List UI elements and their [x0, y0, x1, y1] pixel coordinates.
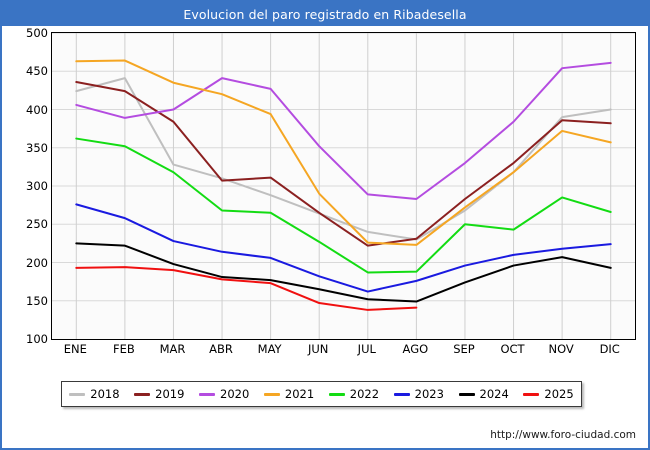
legend-swatch-icon	[263, 392, 280, 396]
x-tick-may: MAY	[257, 342, 282, 356]
legend-swatch-icon	[393, 392, 410, 396]
legend-label: 2022	[349, 387, 380, 401]
legend-item-2022[interactable]: 2022	[328, 387, 380, 401]
x-tick-nov: NOV	[548, 342, 574, 356]
legend-item-2025[interactable]: 2025	[523, 387, 574, 401]
x-tick-abr: ABR	[209, 342, 233, 356]
plot-canvas	[51, 32, 636, 340]
series-line-2021	[75, 59, 612, 246]
series-line-2022	[75, 137, 612, 274]
series-line-2023	[75, 203, 612, 293]
legend-label: 2020	[220, 387, 250, 401]
y-tick-200: 200	[26, 255, 48, 270]
legend-swatch-icon	[523, 392, 540, 396]
x-tick-dic: DIC	[599, 342, 620, 356]
chart-area: 100 150 200 250 300 350 400 450 500 ENE FEB MAR ABR…	[2, 26, 648, 366]
legend-swatch-icon	[458, 392, 475, 396]
series-line-2018	[75, 77, 612, 241]
x-tick-feb: FEB	[112, 342, 135, 356]
legend-swatch-icon	[328, 392, 345, 396]
series-line-2019	[75, 80, 612, 247]
legend-item-2019[interactable]: 2019	[134, 387, 184, 401]
legend-item-2018[interactable]: 2018	[69, 387, 120, 401]
legend-item-2021[interactable]: 2021	[263, 387, 315, 401]
x-tick-ene: ENE	[63, 342, 87, 356]
y-tick-400: 400	[26, 102, 48, 117]
source-url: http://www.foro-ciudad.com	[490, 429, 636, 441]
legend-item-2024[interactable]: 2024	[458, 387, 509, 401]
y-tick-350: 350	[26, 140, 48, 155]
y-tick-500: 500	[26, 26, 48, 40]
x-tick-ago: AGO	[402, 342, 429, 356]
series-line-2020	[75, 61, 612, 200]
legend-swatch-icon	[199, 392, 216, 396]
x-axis-tick-labels: ENE FEB MAR ABR MAY JUN JUL AGO SEP OCT NOV DIC	[51, 342, 634, 360]
y-tick-300: 300	[26, 179, 48, 193]
y-tick-450: 450	[26, 64, 48, 79]
legend-label: 2025	[544, 387, 574, 401]
page-title: Evolucion del paro registrado en Ribades…	[183, 6, 467, 22]
y-tick-100: 100	[26, 332, 48, 346]
legend-swatch-icon	[69, 392, 86, 396]
legend-label: 2018	[90, 387, 120, 401]
y-axis-tick-labels: 100 150 200 250 300 350 400 450 500	[2, 26, 48, 346]
x-tick-jul: JUL	[357, 342, 376, 356]
window-title-bar: Evolucion del paro registrado en Ribades…	[2, 2, 648, 26]
x-tick-oct: OCT	[500, 342, 525, 356]
legend-label: 2023	[414, 387, 444, 401]
series-line-2024	[75, 242, 612, 303]
x-tick-jun: JUN	[307, 342, 329, 356]
legend-label: 2024	[479, 387, 509, 401]
series-line-2025	[75, 266, 418, 311]
x-tick-mar: MAR	[159, 342, 186, 356]
legend-item-2023[interactable]: 2023	[393, 387, 444, 401]
legend-label: 2019	[155, 387, 185, 401]
legend-swatch-icon	[134, 392, 151, 396]
legend-item-2020[interactable]: 2020	[199, 387, 249, 401]
y-tick-150: 150	[26, 293, 48, 308]
chart-legend: 2018 2019 2020 2021 2022 2023 2024 2025	[61, 381, 582, 407]
x-tick-sep: SEP	[453, 342, 475, 356]
series-lines	[52, 33, 635, 339]
y-tick-250: 250	[26, 217, 48, 232]
legend-label: 2021	[284, 387, 315, 401]
